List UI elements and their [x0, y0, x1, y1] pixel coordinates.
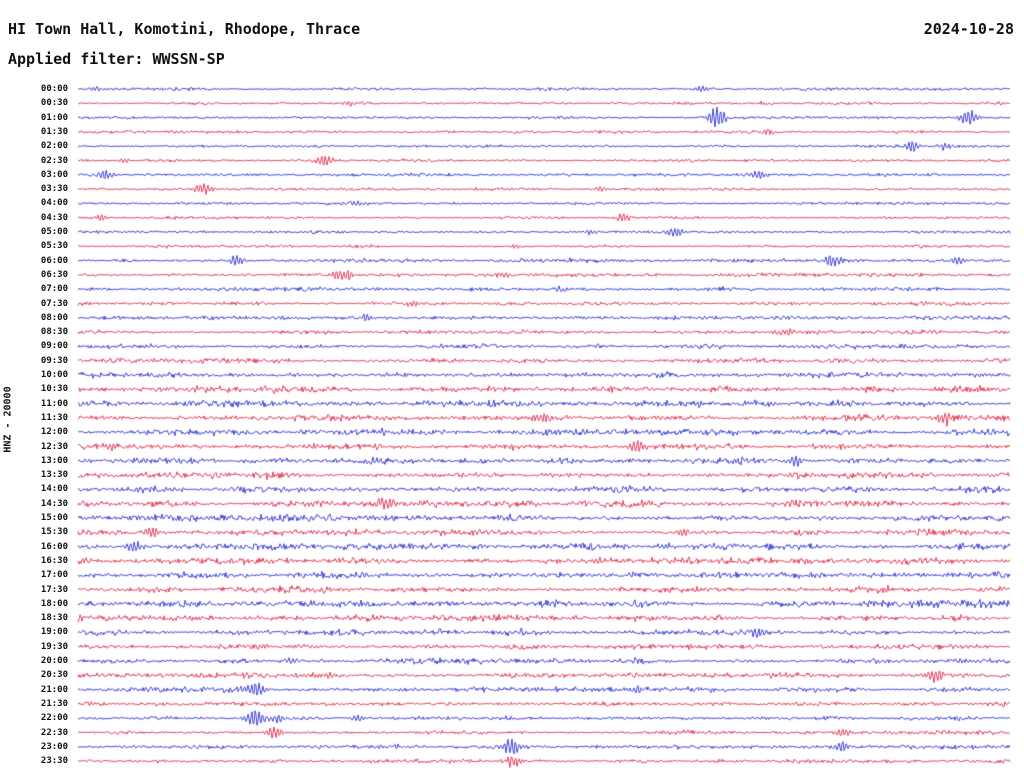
time-label: 07:30	[40, 298, 68, 309]
time-label: 01:00	[40, 112, 68, 123]
time-label: 20:30	[40, 670, 68, 681]
time-label: 09:00	[40, 341, 68, 352]
time-label: 00:30	[40, 98, 68, 109]
time-axis: 00:00 00:30 01:00 01:30 02:00 02:30 03:00 03:30…	[0, 0, 74, 780]
record-date: 2024-10-28	[923, 20, 1014, 38]
time-label: 10:30	[40, 384, 68, 395]
time-label: 01:30	[40, 126, 68, 137]
time-label: 00:00	[40, 84, 68, 94]
time-label: 21:30	[40, 698, 68, 709]
time-label: 04:30	[40, 212, 68, 223]
time-label: 18:30	[40, 613, 68, 624]
time-label: 16:30	[40, 555, 68, 566]
time-label: 06:00	[40, 255, 68, 266]
time-label: 12:00	[40, 427, 68, 438]
time-label: 11:30	[40, 412, 68, 423]
time-label: 07:00	[40, 284, 68, 295]
time-label: 15:00	[40, 513, 68, 523]
time-label: 10:00	[40, 370, 68, 380]
time-label: 17:30	[40, 584, 68, 595]
time-label: 14:00	[40, 484, 68, 495]
time-label: 13:30	[40, 470, 68, 481]
time-label: 04:00	[40, 198, 68, 209]
time-label: 03:00	[40, 169, 68, 180]
time-label: 19:30	[40, 641, 68, 652]
time-label: 08:00	[40, 312, 68, 323]
time-label: 22:00	[40, 713, 68, 724]
time-label: 06:30	[40, 269, 68, 280]
time-label: 11:00	[40, 398, 68, 409]
time-label: 05:30	[40, 241, 68, 252]
applied-filter-label: Applied filter: WWSSN-SP	[8, 50, 225, 68]
time-label: 23:00	[40, 741, 68, 752]
time-label: 09:30	[40, 355, 68, 366]
time-label: 05:00	[40, 227, 68, 237]
time-label: 20:00	[40, 656, 68, 666]
time-label: 18:00	[40, 598, 68, 609]
time-label: 22:30	[40, 727, 68, 738]
time-label: 21:00	[40, 684, 68, 695]
time-label: 17:00	[40, 570, 68, 581]
time-label: 12:30	[40, 441, 68, 452]
time-label: 19:00	[40, 627, 68, 638]
time-label: 13:00	[40, 455, 68, 466]
time-label: 02:00	[40, 141, 68, 152]
time-label: 23:30	[40, 756, 68, 767]
time-label: 02:30	[40, 155, 68, 166]
time-label: 08:30	[40, 327, 68, 338]
time-label: 14:30	[40, 498, 68, 509]
time-label: 03:30	[40, 184, 68, 195]
time-label: 16:00	[40, 541, 68, 552]
time-label: 15:30	[40, 527, 68, 538]
station-title: HI Town Hall, Komotini, Rhodope, Thrace	[8, 20, 361, 38]
